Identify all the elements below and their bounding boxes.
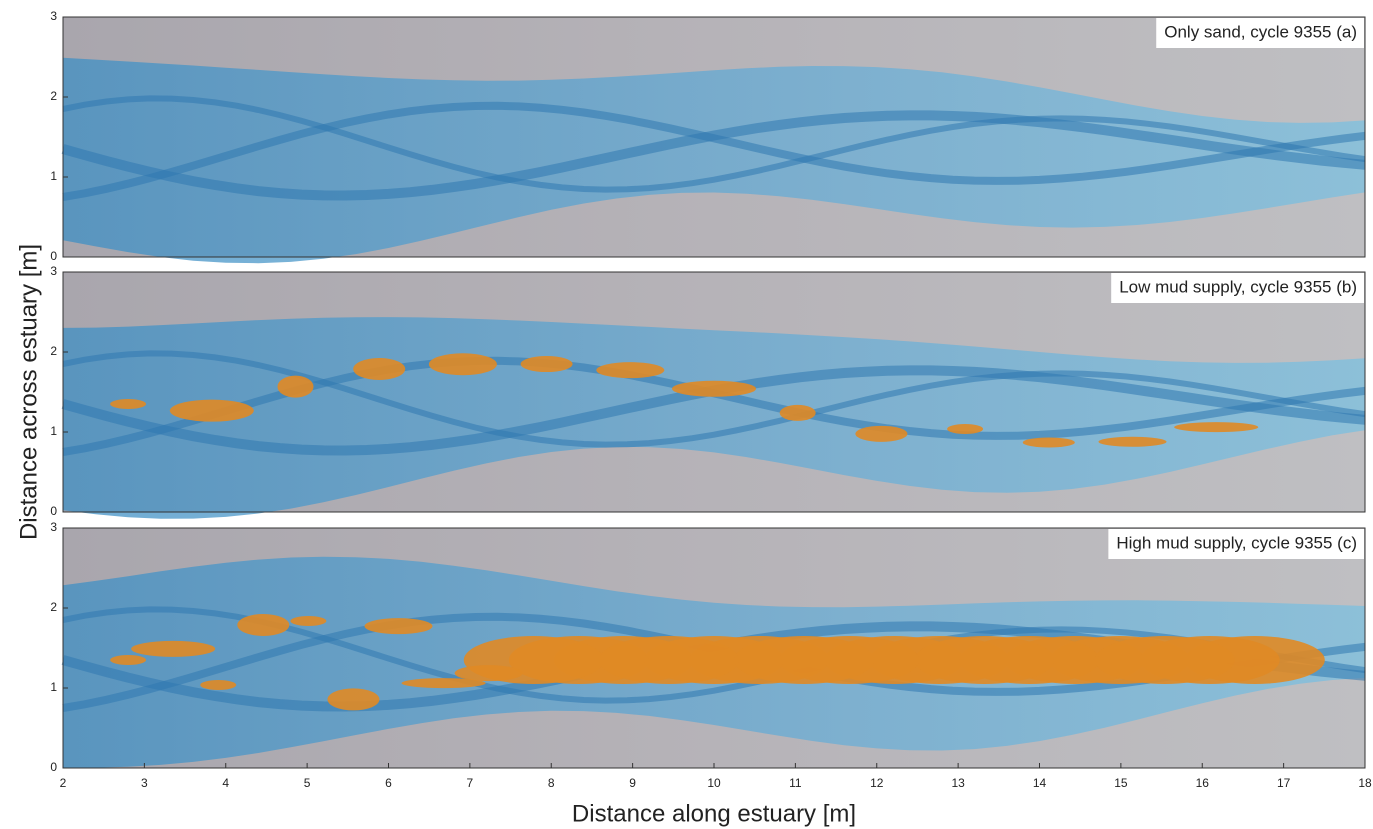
mud-deposit	[598, 636, 739, 684]
y-tick-label: 0	[50, 249, 57, 263]
x-tick-label: 16	[1196, 776, 1210, 790]
mud-deposit	[596, 362, 665, 379]
mud-deposit	[290, 615, 327, 626]
x-tick-label: 15	[1114, 776, 1128, 790]
y-tick-label: 3	[50, 264, 57, 278]
title-box	[1156, 18, 1364, 48]
y-tick-label: 1	[50, 424, 57, 438]
mud-deposit	[1098, 436, 1167, 447]
x-tick-label: 4	[222, 776, 229, 790]
axes-box	[62, 16, 1366, 258]
x-tick-label: 18	[1358, 776, 1372, 790]
mud-deposit	[672, 380, 756, 397]
mud-deposit	[520, 356, 573, 373]
x-tick-label: 9	[629, 776, 636, 790]
y-tick-label: 3	[50, 9, 57, 23]
x-tick-label: 5	[304, 776, 311, 790]
mud-deposit	[914, 636, 1055, 684]
mud-deposit	[110, 655, 147, 665]
x-tick-label: 10	[707, 776, 721, 790]
mud-deposit	[277, 375, 314, 398]
axes-box	[62, 271, 1366, 513]
mud-deposit	[428, 353, 497, 376]
y-tick-label: 1	[50, 169, 57, 183]
channel	[62, 350, 1366, 448]
x-tick-label: 11	[789, 776, 802, 790]
mud-deposit	[169, 399, 254, 422]
title-box	[1111, 273, 1364, 303]
mud-deposit	[237, 613, 290, 636]
x-tick-label: 7	[467, 776, 474, 790]
mud-deposit	[200, 679, 237, 690]
panel: 0 1 2 3 Low mud supply, cycle 9355 (b) Distan…	[15, 244, 1366, 540]
channel	[62, 95, 1366, 193]
y-tick-label: 0	[50, 504, 57, 518]
mud-deposit	[1022, 437, 1075, 448]
y-tick-label: 3	[50, 520, 57, 534]
y-tick-label: 1	[50, 680, 57, 694]
channel-belt	[63, 57, 1365, 264]
mud-deposit	[401, 678, 486, 689]
y-tick-label: 2	[50, 344, 57, 358]
channel	[62, 101, 1366, 201]
mud-deposit	[110, 399, 147, 409]
x-tick-label: 8	[548, 776, 555, 790]
mud-deposit	[1094, 636, 1235, 684]
title-box	[1108, 529, 1364, 559]
y-tick-label: 0	[50, 760, 57, 774]
mud-deposit	[364, 618, 433, 635]
x-tick-label: 14	[1033, 776, 1047, 790]
x-tick-label: 2	[60, 776, 67, 790]
panel-title: Low mud supply, cycle 9355 (b)	[1119, 277, 1357, 296]
mud-deposit	[947, 423, 984, 434]
y-tick-label: 2	[50, 600, 57, 614]
x-tick-label: 17	[1277, 776, 1291, 790]
x-tick-label: 12	[870, 776, 884, 790]
mud-deposit	[327, 688, 380, 711]
mud-deposit	[454, 665, 523, 682]
mud-deposit	[353, 357, 406, 380]
panel: 0 1 2 3 Only sand, cycle 9355 (a)	[50, 9, 1366, 264]
y-axis-label: Distance across estuary [m]	[15, 244, 42, 540]
x-axis-label: Distance along estuary [m]	[572, 800, 856, 827]
mud-deposit	[734, 636, 875, 684]
mud-deposit	[1174, 422, 1259, 433]
x-tick-label: 13	[951, 776, 965, 790]
mud-deposit	[131, 640, 216, 657]
panel-title: Only sand, cycle 9355 (a)	[1164, 22, 1357, 41]
x-tick-label: 3	[141, 776, 148, 790]
mud-deposit	[779, 404, 816, 421]
mud-deposit	[855, 425, 908, 442]
y-tick-label: 2	[50, 89, 57, 103]
panel-title: High mud supply, cycle 9355 (c)	[1116, 533, 1357, 552]
x-tick-label: 6	[385, 776, 392, 790]
